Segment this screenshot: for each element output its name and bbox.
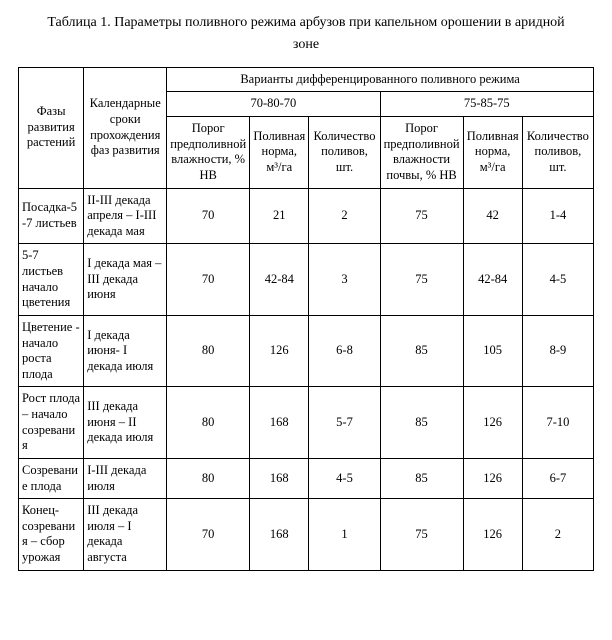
table-row: Созревание плодаI-III декада июля801684-… bbox=[19, 458, 594, 498]
cell-c-b: 1-4 bbox=[522, 188, 593, 244]
header-threshold-b: Порог предполивной влажности почвы, % НВ bbox=[380, 117, 463, 189]
cell-t-b: 75 bbox=[380, 188, 463, 244]
cell-n-b: 105 bbox=[463, 315, 522, 387]
header-calendar: Календарные сроки прохождения фаз развит… bbox=[84, 67, 167, 188]
cell-n-b: 126 bbox=[463, 458, 522, 498]
cell-phase: Цветение - начало роста плода bbox=[19, 315, 84, 387]
cell-calendar: I-III декада июля bbox=[84, 458, 167, 498]
header-variants: Варианты дифференцированного поливного р… bbox=[167, 67, 594, 92]
cell-t-b: 75 bbox=[380, 499, 463, 571]
cell-t-b: 85 bbox=[380, 458, 463, 498]
table-caption: Таблица 1. Параметры поливного режима ар… bbox=[18, 12, 594, 57]
irrigation-table: Фазы развития растений Календарные сроки… bbox=[18, 67, 594, 571]
cell-n-a: 42-84 bbox=[250, 244, 309, 316]
cell-calendar: I декада июня- I декада июля bbox=[84, 315, 167, 387]
cell-c-a: 5-7 bbox=[309, 387, 380, 459]
cell-t-a: 80 bbox=[167, 458, 250, 498]
cell-t-a: 70 bbox=[167, 499, 250, 571]
caption-line2: зоне bbox=[18, 34, 594, 56]
cell-n-a: 168 bbox=[250, 458, 309, 498]
cell-t-a: 70 bbox=[167, 244, 250, 316]
cell-n-a: 126 bbox=[250, 315, 309, 387]
cell-c-b: 8-9 bbox=[522, 315, 593, 387]
header-group-b: 75-85-75 bbox=[380, 92, 593, 117]
cell-n-b: 42-84 bbox=[463, 244, 522, 316]
cell-c-a: 4-5 bbox=[309, 458, 380, 498]
cell-calendar: II-III декада апреля – I-III декада мая bbox=[84, 188, 167, 244]
table-row: Цветение - начало роста плодаI декада ию… bbox=[19, 315, 594, 387]
cell-t-a: 80 bbox=[167, 387, 250, 459]
cell-calendar: III декада июля – I декада августа bbox=[84, 499, 167, 571]
cell-n-b: 126 bbox=[463, 387, 522, 459]
cell-n-a: 168 bbox=[250, 387, 309, 459]
cell-t-a: 70 bbox=[167, 188, 250, 244]
table-row: 5-7 листьев начало цветенияI декада мая … bbox=[19, 244, 594, 316]
header-phase: Фазы развития растений bbox=[19, 67, 84, 188]
table-row: Рост плода – начало созреванияIII декада… bbox=[19, 387, 594, 459]
cell-c-a: 6-8 bbox=[309, 315, 380, 387]
cell-c-a: 2 bbox=[309, 188, 380, 244]
cell-phase: Конец-созревания – сбор урожая bbox=[19, 499, 84, 571]
header-group-a: 70-80-70 bbox=[167, 92, 380, 117]
cell-t-b: 85 bbox=[380, 315, 463, 387]
cell-t-a: 80 bbox=[167, 315, 250, 387]
cell-phase: Посадка-5-7 листьев bbox=[19, 188, 84, 244]
header-count-a: Количество поливов, шт. bbox=[309, 117, 380, 189]
table-row: Конец-созревания – сбор урожаяIII декада… bbox=[19, 499, 594, 571]
cell-n-b: 42 bbox=[463, 188, 522, 244]
cell-phase: Созревание плода bbox=[19, 458, 84, 498]
cell-n-a: 21 bbox=[250, 188, 309, 244]
table-row: Посадка-5-7 листьевII-III декада апреля … bbox=[19, 188, 594, 244]
caption-line1: Таблица 1. Параметры поливного режима ар… bbox=[18, 12, 594, 34]
cell-n-a: 168 bbox=[250, 499, 309, 571]
cell-c-b: 7-10 bbox=[522, 387, 593, 459]
cell-c-a: 3 bbox=[309, 244, 380, 316]
cell-c-b: 2 bbox=[522, 499, 593, 571]
header-norm-a: Поливная норма, м³/га bbox=[250, 117, 309, 189]
header-count-b: Количество поливов, шт. bbox=[522, 117, 593, 189]
cell-c-b: 4-5 bbox=[522, 244, 593, 316]
cell-calendar: I декада мая – III декада июня bbox=[84, 244, 167, 316]
cell-n-b: 126 bbox=[463, 499, 522, 571]
header-threshold-a: Порог предполивной влажности, % НВ bbox=[167, 117, 250, 189]
cell-phase: 5-7 листьев начало цветения bbox=[19, 244, 84, 316]
header-norm-b: Поливная норма, м³/га bbox=[463, 117, 522, 189]
cell-t-b: 75 bbox=[380, 244, 463, 316]
cell-phase: Рост плода – начало созревания bbox=[19, 387, 84, 459]
cell-c-a: 1 bbox=[309, 499, 380, 571]
cell-c-b: 6-7 bbox=[522, 458, 593, 498]
cell-t-b: 85 bbox=[380, 387, 463, 459]
cell-calendar: III декада июня – II декада июля bbox=[84, 387, 167, 459]
